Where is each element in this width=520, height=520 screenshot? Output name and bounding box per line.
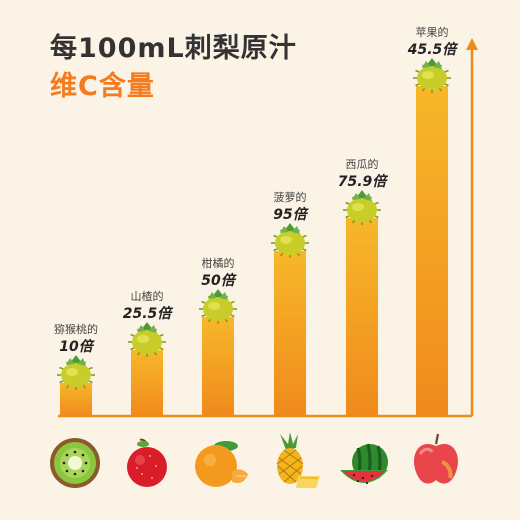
prickly-pear-icon [128,322,166,357]
bar-value-label: 95倍 [273,206,308,223]
bar-category-label: 西瓜的 [346,157,379,171]
bar-菠萝 [274,251,306,416]
bar-category-label: 山楂的 [131,289,164,303]
bar-value-label: 10倍 [59,338,94,355]
chart-title: 每100mL刺梨原汁 [50,33,297,64]
bar-西瓜 [346,218,378,416]
y-axis-arrow [466,38,478,50]
watermelon-icon [336,438,394,492]
pineapple-icon [266,432,322,490]
prickly-pear-icon [413,58,451,93]
apple-icon [408,432,464,490]
prickly-pear-icon [271,223,309,258]
bar-苹果 [416,86,448,416]
bar-category-label: 苹果的 [416,25,449,39]
prickly-pear-icon [343,190,381,225]
prickly-pear-icon [199,289,237,324]
bar-value-label: 45.5倍 [407,41,459,58]
hawthorn-icon [120,436,174,490]
bar-value-label: 75.9倍 [338,173,389,190]
bar-value-label: 25.5倍 [123,305,174,322]
bar-柑橘 [202,317,234,416]
orange-icon [188,436,254,490]
prickly-pear-icon [57,355,95,390]
bar-category-label: 菠萝的 [274,190,307,204]
chart-subtitle: 维C含量 [50,71,155,102]
bar-category-label: 猕猴桃的 [54,322,98,336]
kiwi-icon [48,436,102,490]
bar-山楂 [131,350,163,416]
bar-category-label: 柑橘的 [202,256,235,270]
bar-value-label: 50倍 [201,272,236,289]
